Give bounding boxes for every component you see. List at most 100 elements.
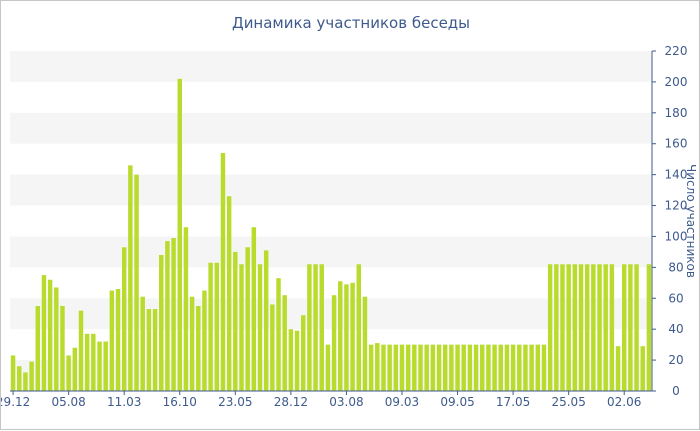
y-tick-label: 80: [668, 260, 683, 274]
bar: [313, 264, 318, 391]
bar: [29, 361, 34, 391]
bar: [387, 344, 392, 391]
bar: [140, 296, 145, 391]
bar: [554, 264, 559, 391]
bar: [202, 290, 207, 391]
bar: [66, 355, 71, 391]
x-tick-label: 17.05: [496, 395, 530, 409]
bar: [152, 309, 158, 391]
bar: [338, 281, 343, 391]
y-tick-label: 0: [672, 384, 680, 398]
x-tick-label: 05.08: [51, 395, 85, 409]
bar: [455, 344, 460, 391]
y-tick-label: 120: [665, 199, 688, 213]
bar: [288, 329, 294, 391]
bar: [121, 247, 127, 391]
x-tick-label: 02.06: [607, 395, 641, 409]
bar: [196, 306, 201, 391]
x-tick-label: 28.12: [274, 395, 308, 409]
y-axis: 0 20 40 60 80 100 120 140 160 180 200 220: [651, 44, 688, 398]
x-tick-label: 09.03: [385, 395, 419, 409]
bar: [146, 309, 152, 391]
x-tick-label: 11.03: [107, 395, 141, 409]
bar: [233, 251, 238, 391]
bar: [78, 310, 84, 391]
bar: [418, 344, 423, 391]
y-tick-label: 180: [665, 106, 688, 120]
bar: [60, 306, 65, 391]
bar: [220, 153, 226, 391]
bar: [183, 227, 189, 391]
bar: [245, 247, 250, 391]
bar: [578, 264, 584, 391]
bar: [17, 366, 22, 391]
bar: [381, 344, 386, 391]
bar: [344, 284, 349, 391]
bar: [597, 264, 602, 391]
bar: [257, 264, 263, 391]
y-tick-label: 60: [668, 291, 683, 305]
bar: [159, 255, 164, 391]
bar: [393, 344, 399, 391]
bar: [251, 227, 257, 391]
bar: [301, 315, 306, 391]
bar: [480, 344, 485, 391]
bar: [547, 264, 553, 391]
bar: [492, 344, 497, 391]
bar: [263, 250, 269, 391]
bar: [115, 289, 121, 391]
x-tick-label: 23.05: [218, 395, 252, 409]
bar: [609, 264, 615, 391]
bar: [535, 344, 541, 391]
bar: [72, 347, 78, 391]
bar: [461, 344, 466, 391]
bar: [412, 344, 417, 391]
bar: [331, 295, 337, 391]
bar: [640, 346, 645, 391]
bar: [294, 330, 300, 391]
bar: [560, 264, 565, 391]
bar: [368, 344, 374, 391]
bar: [584, 264, 590, 391]
bar: [35, 306, 40, 391]
y-tick-label: 20: [668, 353, 683, 367]
bar: [541, 344, 547, 391]
bar: [165, 241, 170, 391]
x-tick-label: 09.05: [440, 395, 474, 409]
y-tick-label: 40: [668, 322, 683, 336]
bar: [436, 344, 442, 391]
bar: [134, 174, 139, 391]
x-tick-label: 03.08: [329, 395, 363, 409]
bar: [566, 264, 571, 391]
bar: [10, 355, 16, 391]
bar: [128, 165, 133, 391]
x-tick-label: 29.12: [1, 395, 30, 409]
bar: [628, 264, 633, 391]
bar: [473, 344, 479, 391]
bar: [276, 278, 281, 391]
bar: [47, 279, 53, 391]
bar: [399, 344, 405, 391]
bar: [103, 341, 108, 391]
bar: [282, 295, 287, 391]
grid-band: [10, 51, 652, 82]
bar: [226, 196, 232, 391]
x-axis: 29.12 05.08 11.03 16.10 23.05 28.12 03.08 09.03…: [1, 390, 652, 409]
bar: [97, 341, 102, 391]
bar: [307, 264, 312, 391]
bar: [54, 287, 59, 391]
bar: [603, 264, 608, 391]
bar: [442, 344, 448, 391]
bar: [510, 344, 516, 391]
x-tick-label: 25.05: [551, 395, 585, 409]
bar: [572, 264, 578, 391]
bar: [319, 264, 324, 391]
y-tick-label: 200: [665, 75, 688, 89]
bar: [171, 238, 176, 391]
bar: [325, 344, 331, 391]
y-tick-label: 140: [665, 168, 688, 182]
bar: [84, 333, 90, 391]
bar: [615, 346, 621, 391]
